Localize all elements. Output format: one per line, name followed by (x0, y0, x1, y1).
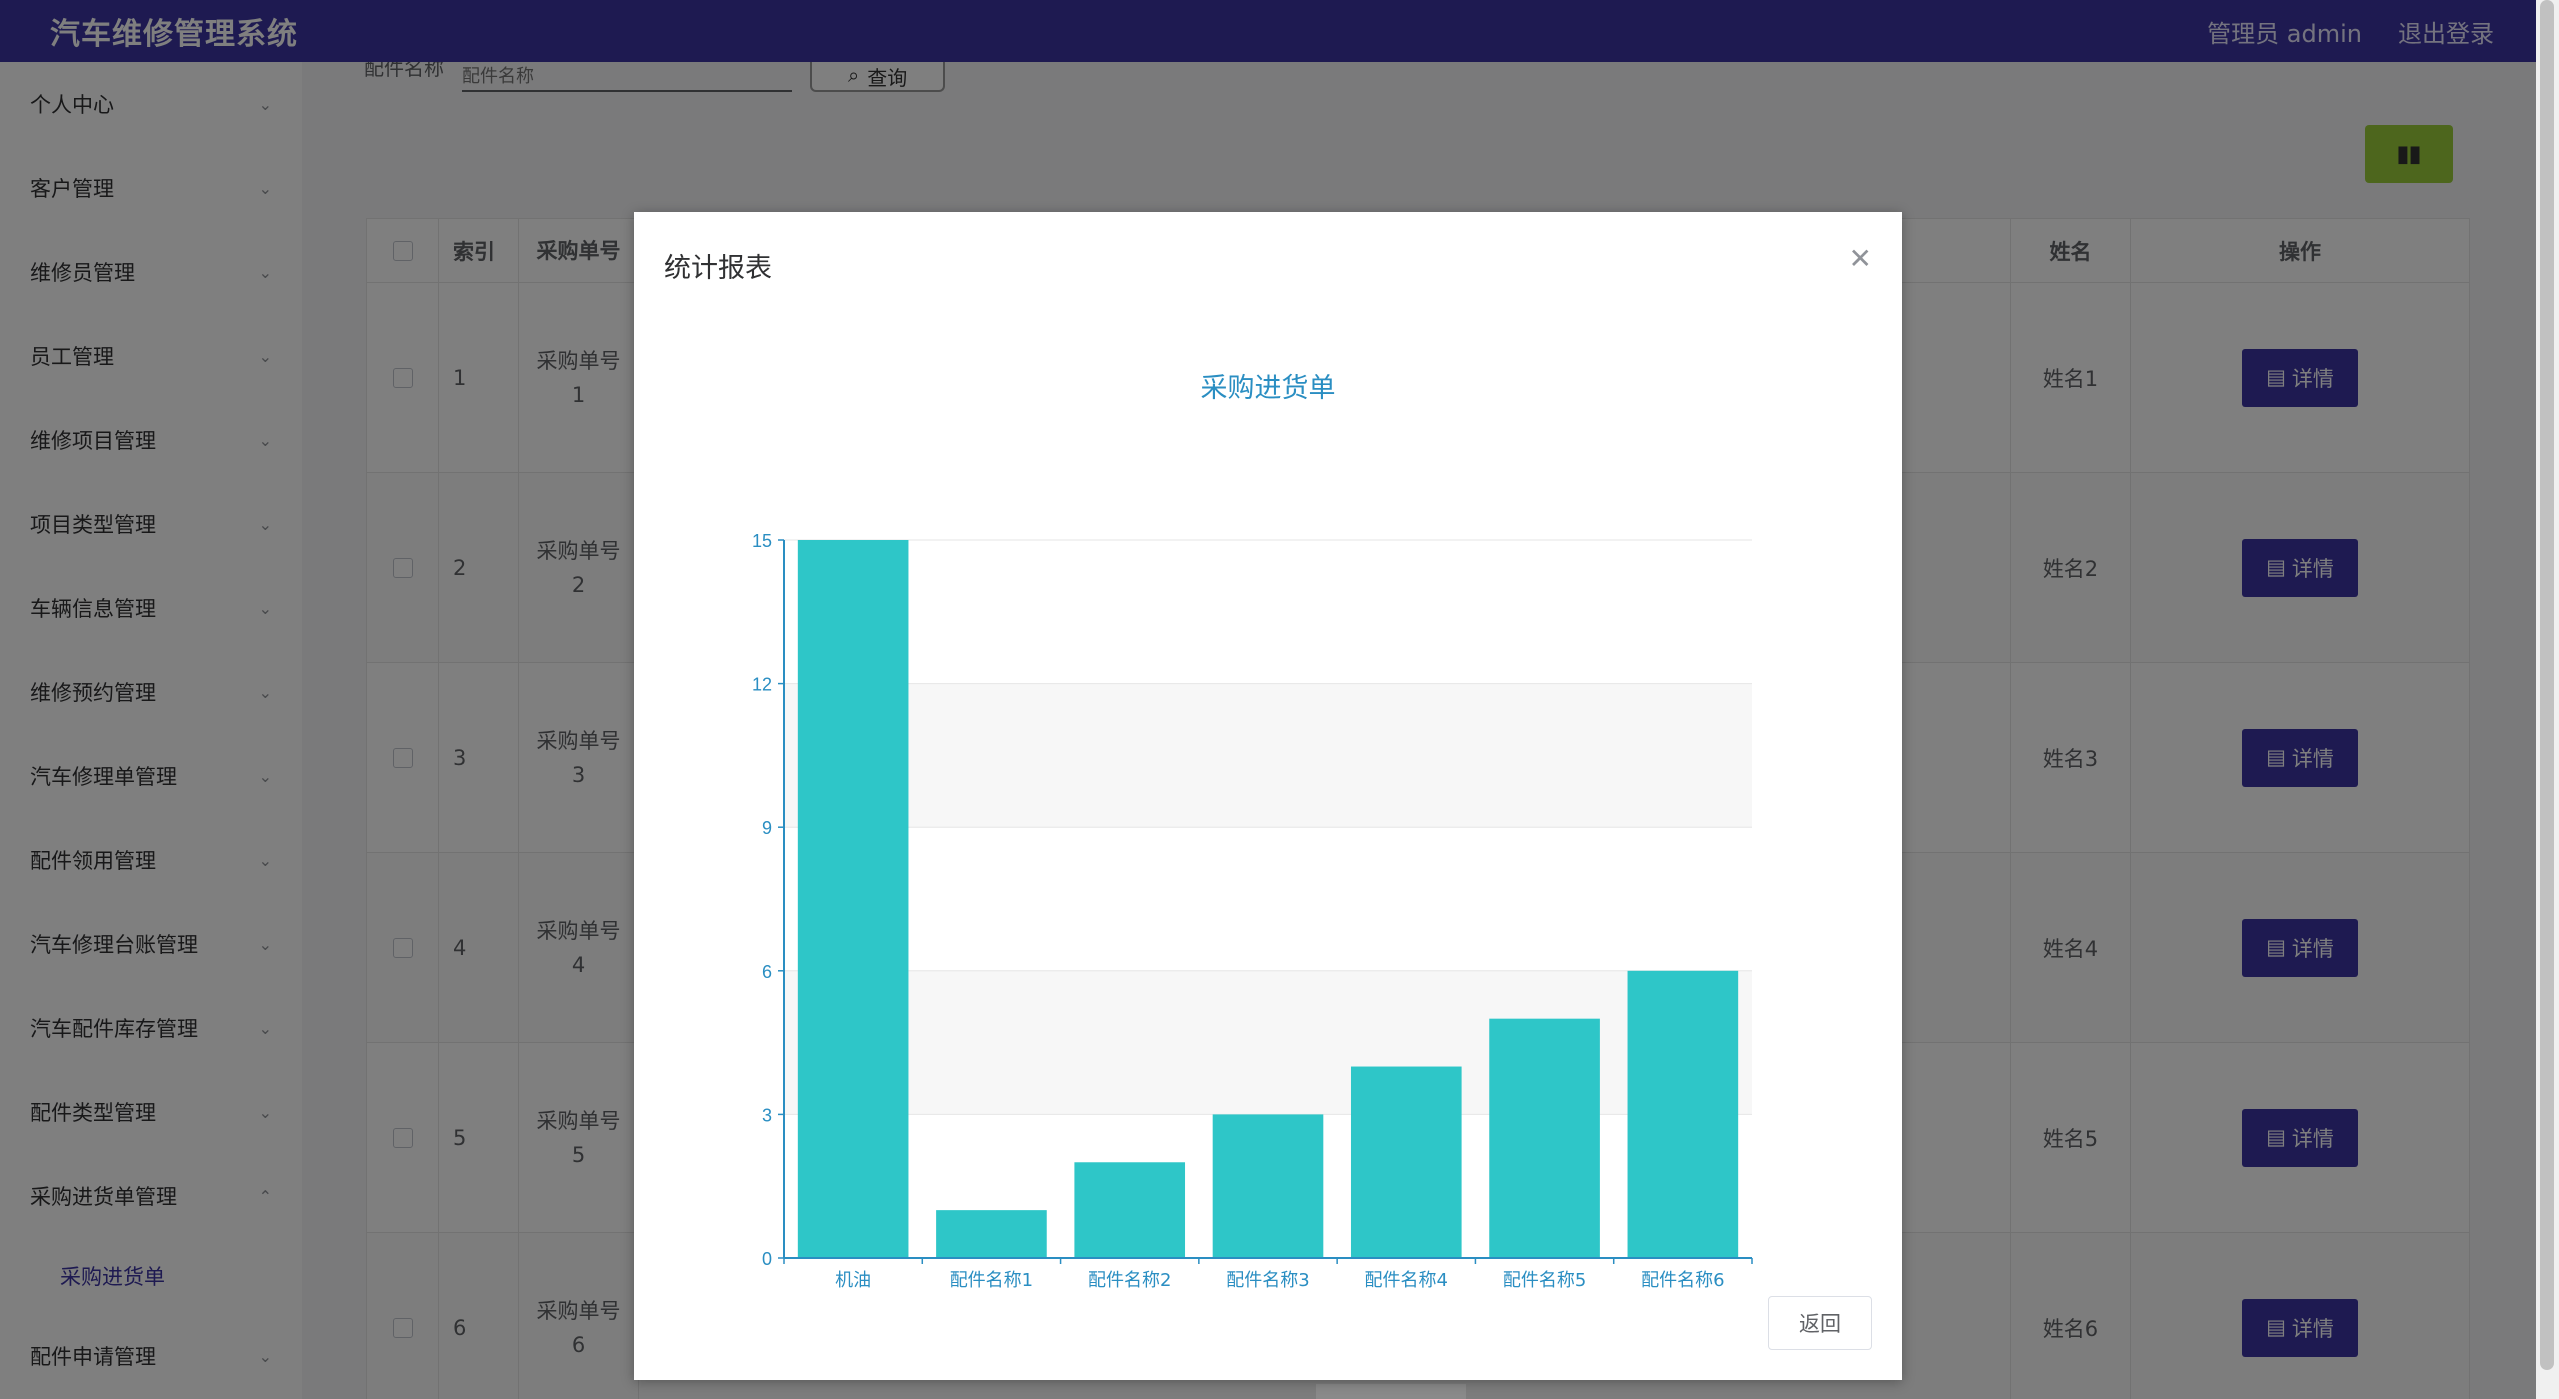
grid-band (784, 970, 1752, 1115)
y-tick-label: 9 (762, 818, 772, 838)
grid-band (784, 683, 1752, 828)
chart-title: 采购进货单 (1201, 373, 1336, 404)
x-tick-label: 配件名称4 (1365, 1270, 1448, 1291)
back-button[interactable]: 返回 (1768, 1296, 1872, 1350)
y-tick-label: 6 (762, 962, 772, 982)
vertical-scrollbar[interactable] (2536, 0, 2559, 1399)
horizontal-scrollbar-thumb[interactable] (1316, 1384, 1466, 1399)
bar (1212, 1114, 1324, 1258)
bar (797, 540, 909, 1258)
y-tick-label: 3 (762, 1105, 772, 1125)
y-tick-label: 15 (752, 531, 772, 551)
x-tick-label: 配件名称1 (950, 1270, 1033, 1291)
x-tick-label: 配件名称5 (1503, 1270, 1586, 1291)
bar (1350, 1066, 1462, 1258)
bar (1074, 1162, 1186, 1258)
statistics-dialog: 统计报表 ✕ 0 3 6 9 12 15 采购进货单机油 配件名称1 配件名称2 配件名称3 配件名… (634, 212, 1902, 1380)
dialog-title: 统计报表 (664, 253, 772, 284)
x-tick-label: 配件名称3 (1226, 1270, 1309, 1291)
x-tick-label: 配件名称2 (1088, 1270, 1171, 1291)
bar (936, 1210, 1047, 1258)
close-icon[interactable]: ✕ (1848, 243, 1872, 274)
x-tick-label: 配件名称6 (1641, 1270, 1724, 1291)
y-tick-label: 0 (762, 1249, 772, 1269)
y-tick-label: 12 (752, 675, 772, 695)
bar (1627, 970, 1739, 1258)
scrollbar-thumb[interactable] (2540, 0, 2554, 1370)
bar (1489, 1018, 1600, 1258)
x-tick-label: 机油 (835, 1270, 871, 1291)
